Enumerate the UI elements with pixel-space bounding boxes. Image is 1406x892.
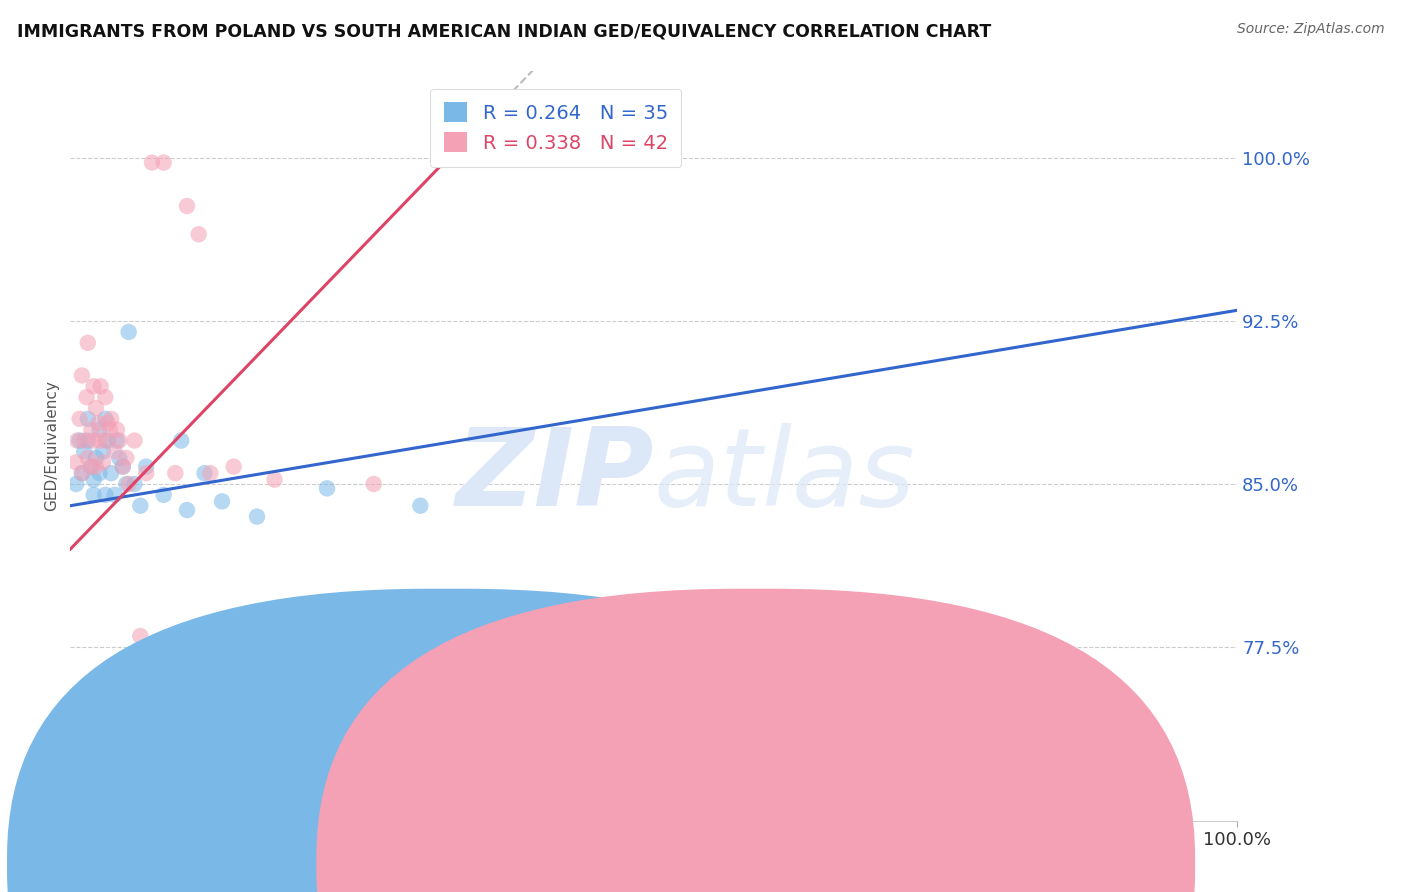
Point bbox=[152, 155, 174, 169]
Point bbox=[83, 488, 105, 502]
Point bbox=[89, 466, 111, 480]
Point bbox=[73, 444, 96, 458]
Point bbox=[76, 412, 98, 426]
Point bbox=[211, 494, 233, 508]
Point bbox=[80, 459, 103, 474]
Point bbox=[94, 434, 117, 448]
Point bbox=[363, 477, 385, 491]
Text: ZIP: ZIP bbox=[456, 423, 654, 529]
Point bbox=[91, 455, 114, 469]
Point bbox=[118, 325, 141, 339]
Point bbox=[70, 466, 93, 480]
Point bbox=[94, 488, 117, 502]
Point bbox=[108, 434, 131, 448]
Point bbox=[94, 412, 117, 426]
Point bbox=[104, 444, 127, 458]
Point bbox=[76, 390, 98, 404]
Text: Source: ZipAtlas.com: Source: ZipAtlas.com bbox=[1237, 22, 1385, 37]
Point bbox=[316, 481, 339, 495]
Text: Immigrants from Poland: Immigrants from Poland bbox=[434, 849, 634, 867]
Point bbox=[105, 423, 128, 437]
Point bbox=[84, 450, 107, 465]
Point bbox=[124, 477, 146, 491]
Point bbox=[89, 423, 111, 437]
Point bbox=[129, 499, 152, 513]
Point bbox=[69, 434, 91, 448]
Point bbox=[165, 466, 187, 480]
Point bbox=[76, 450, 98, 465]
Point bbox=[409, 499, 432, 513]
Point bbox=[97, 416, 120, 430]
Y-axis label: GED/Equivalency: GED/Equivalency bbox=[44, 381, 59, 511]
Point bbox=[141, 155, 163, 169]
Point bbox=[135, 466, 157, 480]
Text: South American Indians: South American Indians bbox=[745, 849, 942, 867]
Point bbox=[170, 434, 193, 448]
Point bbox=[66, 434, 89, 448]
Point bbox=[187, 227, 209, 242]
Point bbox=[263, 473, 285, 487]
Point bbox=[84, 459, 107, 474]
Point bbox=[98, 423, 121, 437]
Point bbox=[246, 509, 269, 524]
Point bbox=[643, 759, 665, 773]
Point bbox=[83, 379, 105, 393]
Point bbox=[124, 434, 146, 448]
Point bbox=[115, 477, 138, 491]
Point bbox=[100, 466, 122, 480]
Point bbox=[73, 434, 96, 448]
Point bbox=[100, 412, 122, 426]
Point bbox=[222, 459, 245, 474]
Point bbox=[91, 444, 114, 458]
Point bbox=[108, 450, 131, 465]
Point bbox=[90, 379, 112, 393]
Point bbox=[83, 434, 105, 448]
Point bbox=[152, 488, 174, 502]
Point bbox=[70, 466, 93, 480]
Text: atlas: atlas bbox=[654, 424, 915, 528]
Point bbox=[83, 473, 105, 487]
Point bbox=[76, 434, 98, 448]
Point bbox=[87, 416, 110, 430]
Point bbox=[105, 434, 128, 448]
Point bbox=[80, 459, 103, 474]
Point bbox=[89, 434, 111, 448]
Point bbox=[176, 503, 198, 517]
Point bbox=[118, 477, 141, 491]
Point bbox=[135, 459, 157, 474]
Point bbox=[94, 390, 117, 404]
Point bbox=[176, 199, 198, 213]
Legend: R = 0.264   N = 35, R = 0.338   N = 42: R = 0.264 N = 35, R = 0.338 N = 42 bbox=[430, 88, 682, 167]
Point bbox=[69, 412, 91, 426]
Point bbox=[76, 335, 98, 350]
Point bbox=[104, 488, 127, 502]
Point bbox=[200, 466, 222, 480]
Point bbox=[80, 423, 103, 437]
Point bbox=[111, 459, 134, 474]
Point bbox=[111, 459, 134, 474]
Point bbox=[129, 629, 152, 643]
Point bbox=[65, 477, 87, 491]
Point bbox=[84, 401, 107, 415]
Text: IMMIGRANTS FROM POLAND VS SOUTH AMERICAN INDIAN GED/EQUIVALENCY CORRELATION CHAR: IMMIGRANTS FROM POLAND VS SOUTH AMERICAN… bbox=[17, 22, 991, 40]
Point bbox=[70, 368, 93, 383]
Point bbox=[65, 455, 87, 469]
Point bbox=[97, 434, 120, 448]
Point bbox=[193, 466, 215, 480]
Point bbox=[115, 450, 138, 465]
